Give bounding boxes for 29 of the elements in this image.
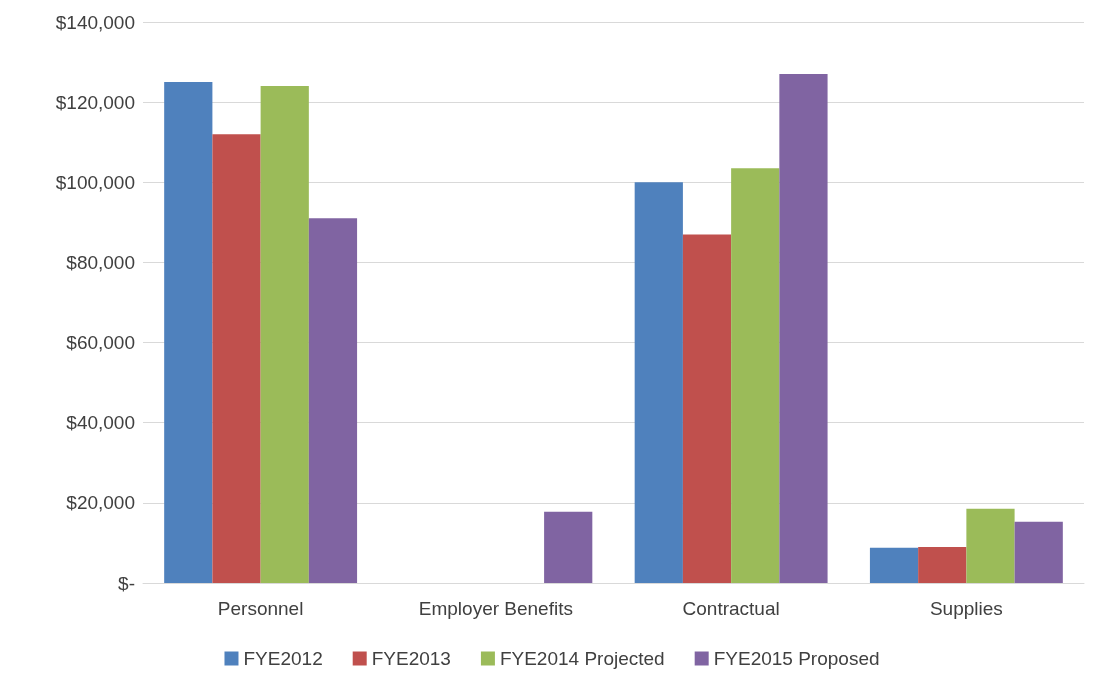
bar <box>308 218 358 583</box>
x-tick-label: Personnel <box>217 598 304 619</box>
x-tick-label: Employer Benefits <box>418 598 573 619</box>
y-tick-label: $- <box>118 572 135 594</box>
y-tick-label: $140,000 <box>55 11 135 33</box>
x-tick-label: Contractual <box>682 598 780 619</box>
bar <box>869 547 919 583</box>
bar <box>164 82 213 583</box>
y-tick-label: $40,000 <box>66 412 135 434</box>
bar <box>212 134 261 583</box>
bar <box>544 511 593 583</box>
y-tick-label: $80,000 <box>66 251 135 273</box>
bar <box>260 86 309 583</box>
legend-label: FYE2015 Proposed <box>713 648 880 669</box>
bar <box>918 546 967 583</box>
y-tick-label: $100,000 <box>55 171 135 193</box>
bar <box>1014 521 1063 583</box>
bar <box>634 182 683 583</box>
bar <box>731 168 780 583</box>
bar <box>779 74 828 583</box>
legend-label: FYE2012 <box>243 648 323 669</box>
y-tick-label: $120,000 <box>55 91 135 113</box>
bar <box>682 234 732 583</box>
bar <box>966 508 1015 583</box>
x-tick-label: Supplies <box>929 598 1003 619</box>
legend-label: FYE2014 Projected <box>499 648 665 669</box>
y-tick-label: $60,000 <box>66 332 135 354</box>
y-tick-label: $20,000 <box>66 492 135 514</box>
legend-label: FYE2013 <box>371 648 451 669</box>
